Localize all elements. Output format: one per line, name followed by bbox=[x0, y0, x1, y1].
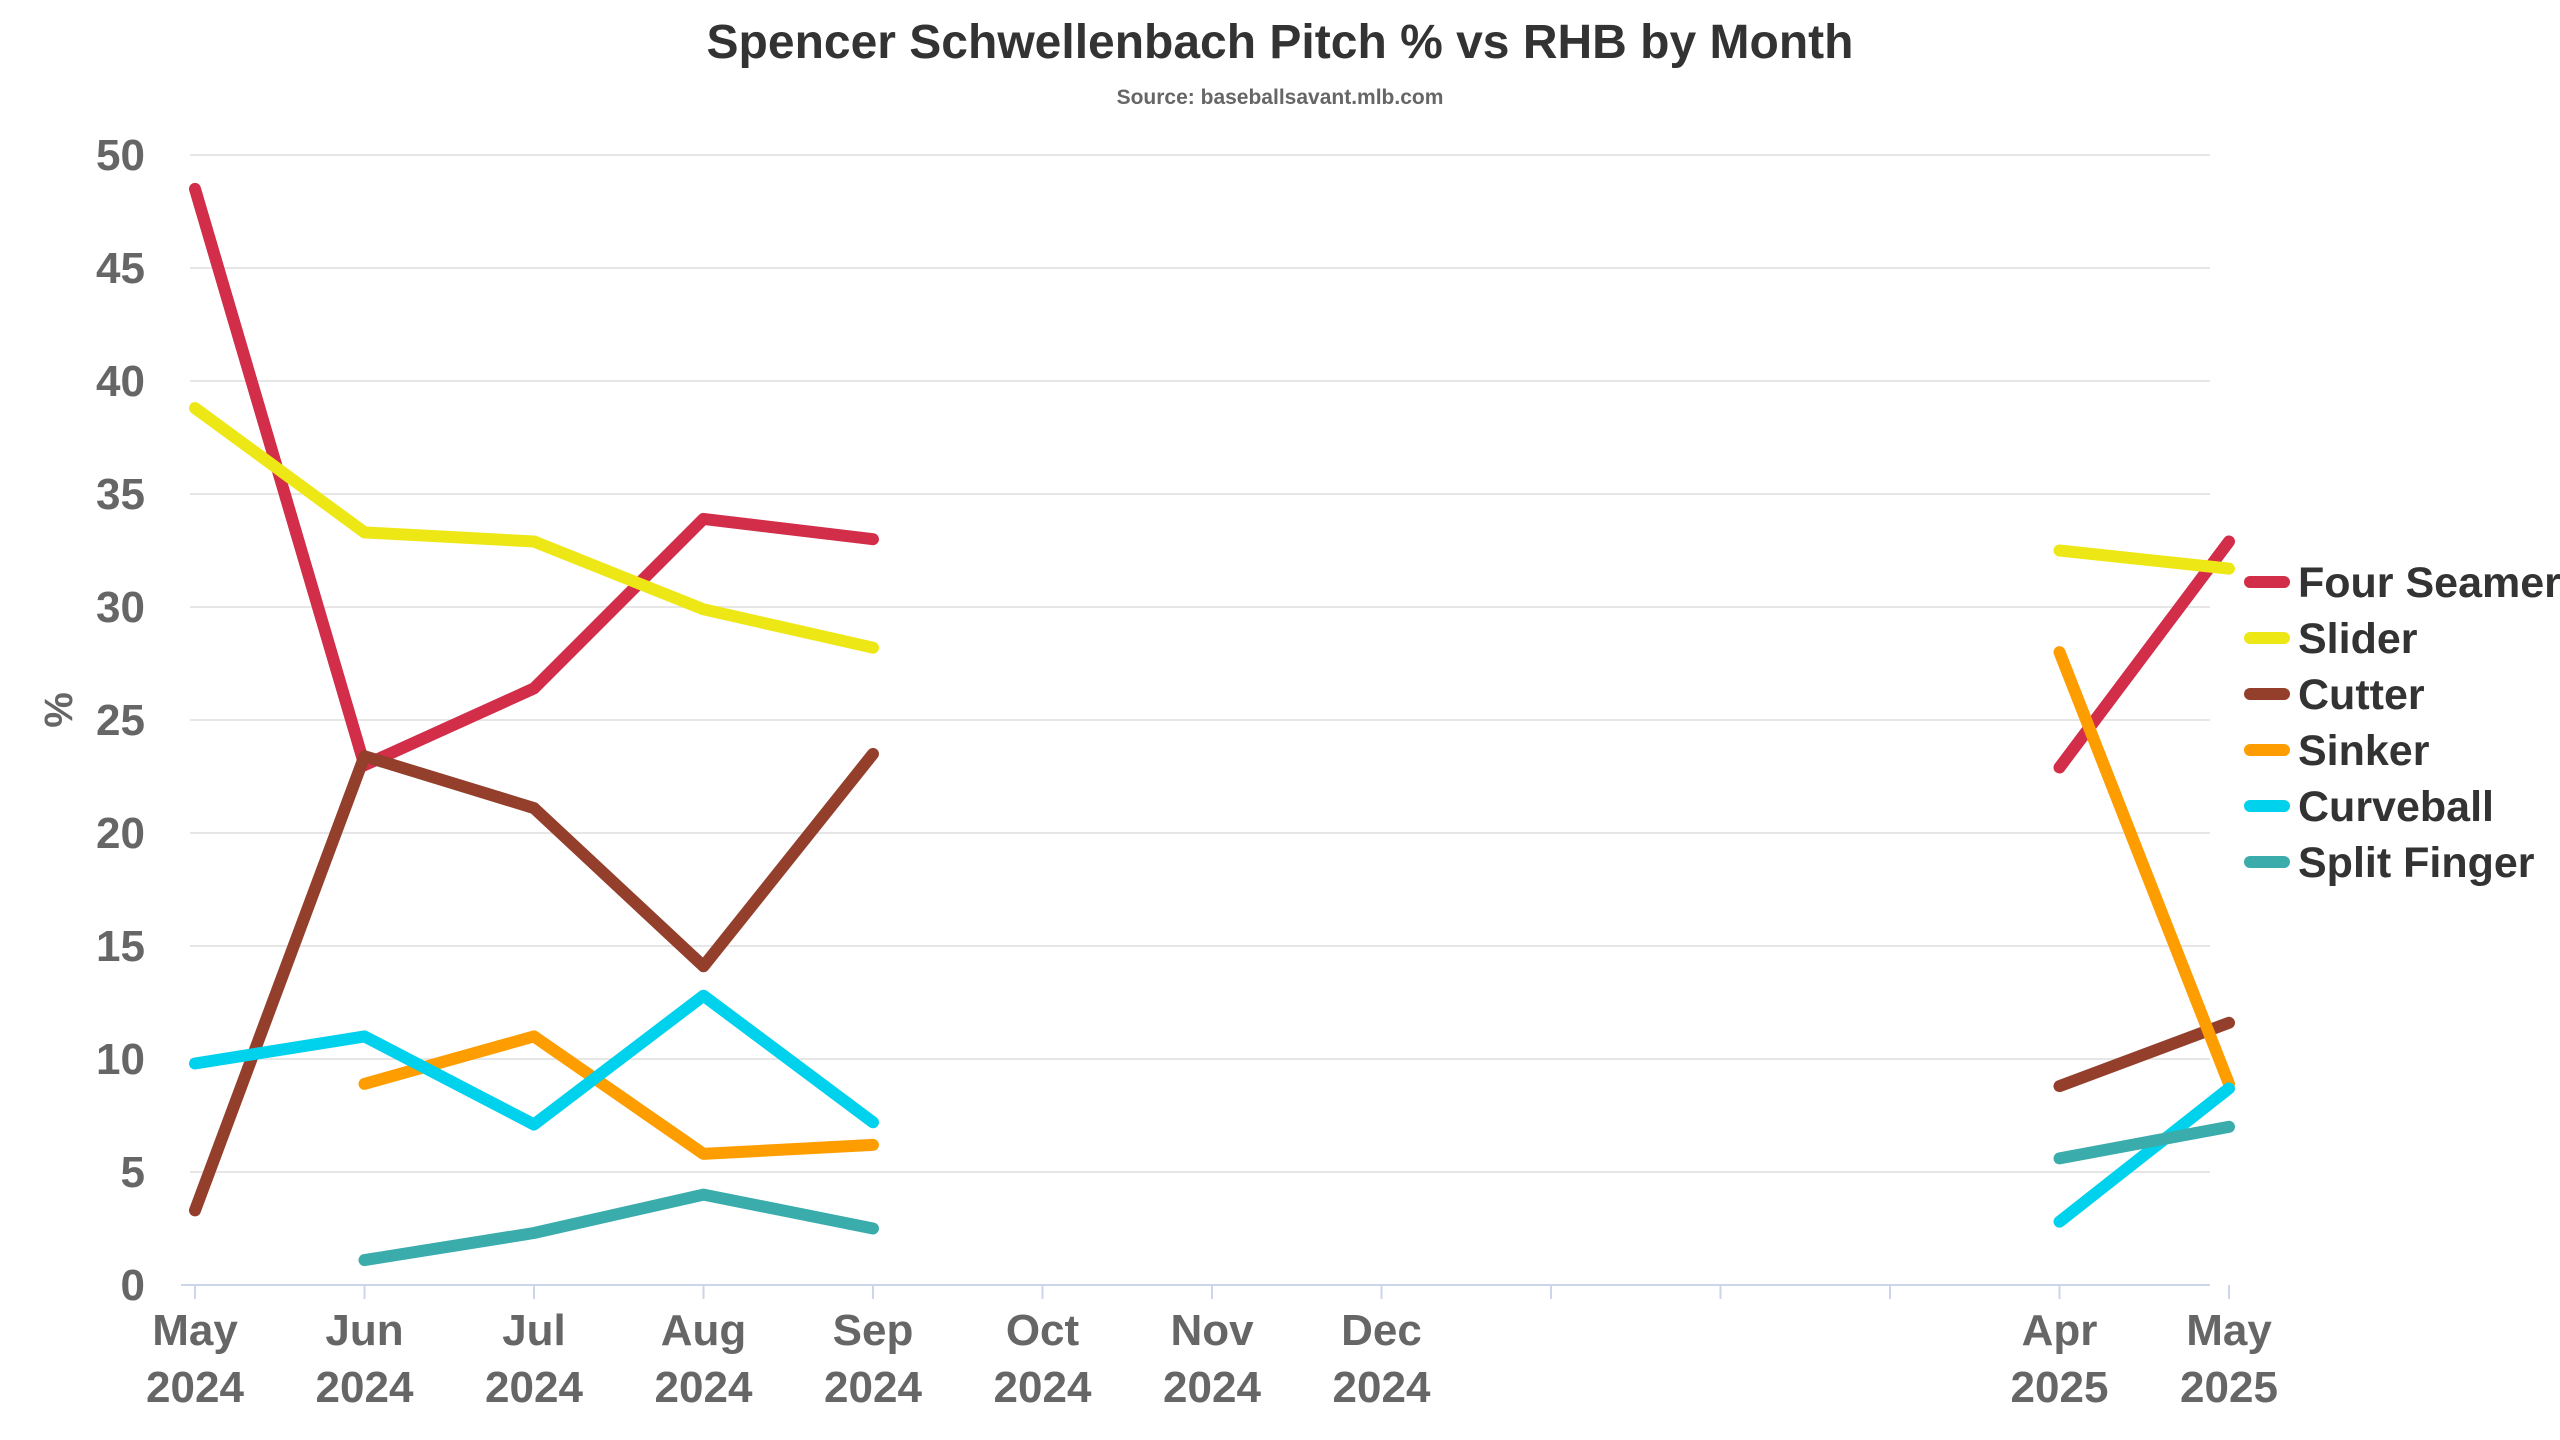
x-tick-label-year: 2024 bbox=[655, 1363, 753, 1412]
series-lines bbox=[189, 182, 2235, 1267]
x-tick-label-month: Jun bbox=[325, 1306, 403, 1355]
legend: Four Seamer Slider Cutter Sinker Curveball Sp… bbox=[2244, 559, 2560, 887]
x-tick-label-month: Apr bbox=[2022, 1306, 2098, 1355]
legend-label: Split Finger bbox=[2298, 839, 2535, 887]
x-tick-label-year: 2024 bbox=[824, 1363, 922, 1412]
series-line-segment bbox=[2053, 535, 2235, 774]
x-axis-ticks: May 2024 Jun 2024 Jul 2024 Aug 2024 Sep 2024 Oct 20… bbox=[146, 1285, 2278, 1412]
legend-label: Slider bbox=[2298, 615, 2418, 663]
legend-item[interactable]: Cutter bbox=[2244, 671, 2425, 719]
series-line-segment bbox=[189, 402, 879, 654]
gridlines bbox=[190, 154, 2210, 1173]
series-slider bbox=[189, 402, 2235, 654]
x-tick-label-month: May bbox=[2186, 1306, 2272, 1355]
x-tick-label-year: 2024 bbox=[1333, 1363, 1431, 1412]
series-split-finger bbox=[358, 1120, 2235, 1267]
series-line-segment bbox=[358, 1030, 879, 1160]
chart-title: Spencer Schwellenbach Pitch % vs RHB by … bbox=[707, 16, 1854, 69]
legend-item[interactable]: Curveball bbox=[2244, 783, 2494, 831]
chart-subtitle: Source: baseballsavant.mlb.com bbox=[1117, 86, 1444, 109]
y-tick-label: 25 bbox=[96, 696, 145, 745]
series-line-segment bbox=[2053, 1120, 2235, 1165]
y-tick-label: 30 bbox=[96, 583, 145, 632]
legend-item[interactable]: Sinker bbox=[2244, 727, 2430, 775]
x-tick-label-month: Dec bbox=[1341, 1306, 1422, 1355]
legend-item[interactable]: Four Seamer bbox=[2244, 559, 2560, 607]
y-tick-label: 15 bbox=[96, 922, 145, 971]
y-tick-label: 35 bbox=[96, 470, 145, 519]
y-axis-title: % bbox=[37, 692, 81, 728]
x-tick-label-year: 2025 bbox=[2180, 1363, 2278, 1412]
y-tick-label: 50 bbox=[96, 131, 145, 180]
x-tick-label-year: 2024 bbox=[994, 1363, 1092, 1412]
y-tick-label: 20 bbox=[96, 809, 145, 858]
legend-item[interactable]: Split Finger bbox=[2244, 839, 2535, 887]
series-line-segment bbox=[2053, 1082, 2235, 1228]
x-tick-label-month: Aug bbox=[661, 1306, 747, 1355]
legend-item[interactable]: Slider bbox=[2244, 615, 2418, 663]
x-tick-label-month: Sep bbox=[833, 1306, 914, 1355]
legend-label: Curveball bbox=[2298, 783, 2494, 831]
y-tick-label: 10 bbox=[96, 1035, 145, 1084]
series-line-segment bbox=[2053, 1016, 2235, 1093]
y-tick-label: 5 bbox=[121, 1148, 145, 1197]
series-line-segment bbox=[2053, 646, 2235, 1090]
y-tick-label: 45 bbox=[96, 244, 145, 293]
x-tick-label-month: Oct bbox=[1006, 1306, 1080, 1355]
series-line-segment bbox=[358, 1188, 879, 1267]
legend-label: Sinker bbox=[2298, 727, 2430, 775]
x-tick-label-year: 2024 bbox=[485, 1363, 583, 1412]
x-tick-label-month: Nov bbox=[1170, 1306, 1254, 1355]
series-line-segment bbox=[189, 989, 879, 1131]
x-tick-label-year: 2024 bbox=[1163, 1363, 1261, 1412]
legend-label: Cutter bbox=[2298, 671, 2425, 719]
legend-label: Four Seamer bbox=[2298, 559, 2560, 607]
x-tick-label-year: 2025 bbox=[2011, 1363, 2109, 1412]
series-line-segment bbox=[189, 182, 879, 772]
x-tick-label-year: 2024 bbox=[316, 1363, 414, 1412]
series-curveball bbox=[189, 989, 2235, 1228]
series-cutter bbox=[189, 747, 2235, 1217]
x-tick-label-month: Jul bbox=[502, 1306, 566, 1355]
x-tick-label-year: 2024 bbox=[146, 1363, 244, 1412]
x-tick-label-month: May bbox=[152, 1306, 238, 1355]
y-tick-label: 40 bbox=[96, 357, 145, 406]
series-sinker bbox=[358, 646, 2235, 1160]
series-four-seamer bbox=[189, 182, 2235, 774]
y-tick-label: 0 bbox=[121, 1261, 145, 1310]
y-axis-ticks: 0 5 10 15 20 25 30 35 40 45 50 bbox=[96, 131, 145, 1310]
series-line-segment bbox=[2053, 544, 2235, 575]
series-line-segment bbox=[189, 747, 879, 1217]
